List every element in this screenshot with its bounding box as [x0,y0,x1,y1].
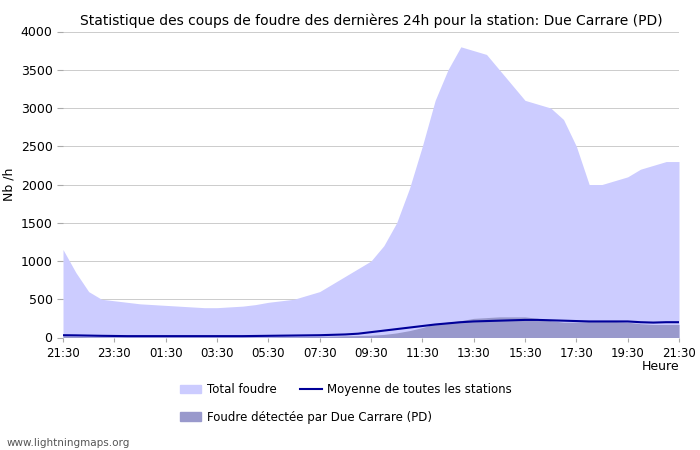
Text: Heure: Heure [641,360,679,374]
Legend: Foudre détectée par Due Carrare (PD): Foudre détectée par Due Carrare (PD) [180,411,432,424]
Text: www.lightningmaps.org: www.lightningmaps.org [7,438,130,448]
Y-axis label: Nb /h: Nb /h [2,168,15,201]
Title: Statistique des coups de foudre des dernières 24h pour la station: Due Carrare (: Statistique des coups de foudre des dern… [80,13,662,27]
